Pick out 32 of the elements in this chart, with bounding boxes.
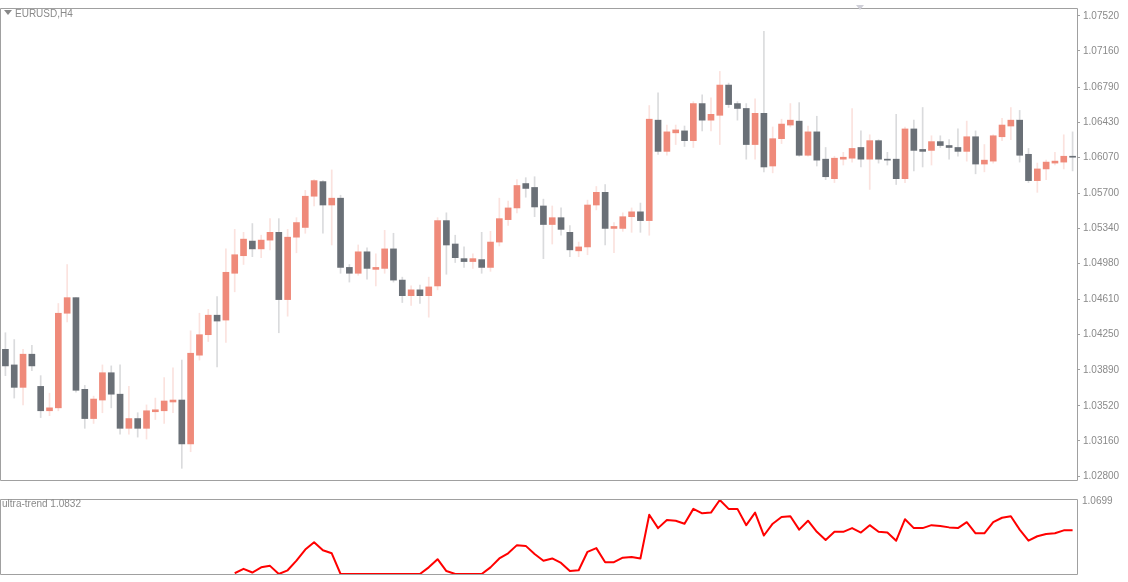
y-tick-label: 1.06790 <box>1083 80 1120 92</box>
y-tick-label: 1.04980 <box>1083 257 1120 269</box>
y-tick-label: 1.03520 <box>1083 399 1120 411</box>
y-tick-label: 1.04250 <box>1083 328 1120 340</box>
y-tick-label: 1.07520 <box>1083 9 1120 21</box>
candlestick <box>522 177 530 198</box>
chart-title: ultra-trend 1.0832 <box>2 497 82 509</box>
y-tick-label: 1.06430 <box>1083 115 1120 127</box>
candlestick <box>954 128 962 157</box>
y-tick-label: 1.07160 <box>1083 44 1120 56</box>
candlestick <box>469 253 477 269</box>
candlestick <box>945 139 953 160</box>
candlestick <box>548 205 556 245</box>
candlestick <box>328 169 336 246</box>
y-tick-label: 1.05700 <box>1083 187 1120 199</box>
candlestick <box>848 108 856 163</box>
text: 1.0699 <box>1082 494 1114 506</box>
candlestick <box>125 386 133 435</box>
candlestick <box>610 222 618 254</box>
candlestick <box>839 152 847 166</box>
y-tick-label: 1.03160 <box>1083 434 1120 446</box>
y-tick-label: 1.05340 <box>1083 222 1120 234</box>
candlestick <box>425 276 433 318</box>
y-tick-label: 1.06070 <box>1083 150 1120 162</box>
candlestick <box>460 246 468 268</box>
y-tick-label: 1.04610 <box>1083 293 1120 305</box>
candlestick <box>478 231 485 274</box>
y-tick-label: 1.02800 <box>1083 469 1120 481</box>
chart-title: EURUSD,H4 <box>15 7 74 19</box>
y-tick-label: 1.03890 <box>1083 363 1120 375</box>
candlestick <box>372 253 380 287</box>
candlestick <box>1060 134 1068 170</box>
